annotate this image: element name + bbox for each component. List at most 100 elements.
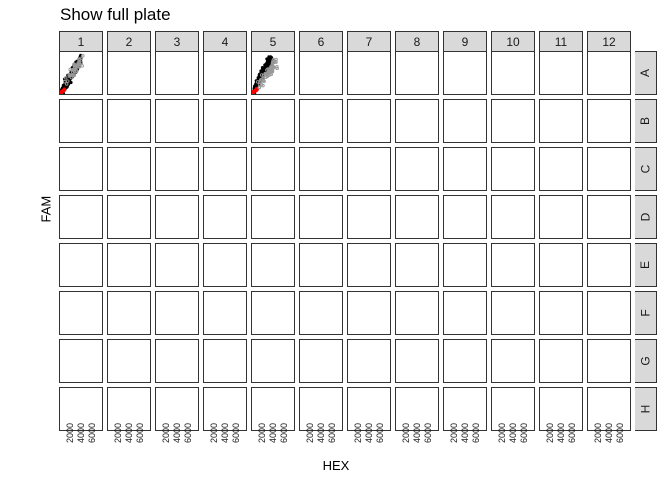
well-panel-A9[interactable] [443,51,487,95]
well-B7[interactable] [347,99,391,143]
well-panel-D5[interactable] [251,195,295,239]
well-C1[interactable] [59,147,103,191]
well-C2[interactable] [107,147,151,191]
well-F3[interactable] [155,291,199,335]
well-panel-E8[interactable] [395,243,439,287]
well-H4[interactable] [203,387,247,431]
well-A2[interactable] [107,51,151,95]
well-panel-D7[interactable] [347,195,391,239]
well-F9[interactable] [443,291,487,335]
well-panel-E7[interactable] [347,243,391,287]
well-panel-F6[interactable] [299,291,343,335]
well-panel-H3[interactable] [155,387,199,431]
well-panel-A10[interactable] [491,51,535,95]
well-G12[interactable] [587,339,631,383]
well-E5[interactable] [251,243,295,287]
well-E2[interactable] [107,243,151,287]
well-A8[interactable] [395,51,439,95]
well-H2[interactable] [107,387,151,431]
well-E8[interactable] [395,243,439,287]
well-panel-D12[interactable] [587,195,631,239]
well-B3[interactable] [155,99,199,143]
well-F6[interactable] [299,291,343,335]
well-panel-F10[interactable] [491,291,535,335]
well-panel-E4[interactable] [203,243,247,287]
well-panel-H7[interactable] [347,387,391,431]
well-A6[interactable] [299,51,343,95]
well-B4[interactable] [203,99,247,143]
well-G1[interactable] [59,339,103,383]
well-panel-A6[interactable] [299,51,343,95]
well-panel-D1[interactable] [59,195,103,239]
well-E6[interactable] [299,243,343,287]
well-D8[interactable] [395,195,439,239]
well-A12[interactable] [587,51,631,95]
well-G3[interactable] [155,339,199,383]
well-G8[interactable] [395,339,439,383]
well-G2[interactable] [107,339,151,383]
well-panel-G10[interactable] [491,339,535,383]
well-panel-G9[interactable] [443,339,487,383]
well-panel-F5[interactable] [251,291,295,335]
well-panel-E12[interactable] [587,243,631,287]
well-B8[interactable] [395,99,439,143]
well-panel-G2[interactable] [107,339,151,383]
well-F5[interactable] [251,291,295,335]
well-F4[interactable] [203,291,247,335]
well-D2[interactable] [107,195,151,239]
well-E7[interactable] [347,243,391,287]
well-panel-D9[interactable] [443,195,487,239]
well-panel-C9[interactable] [443,147,487,191]
well-panel-G11[interactable] [539,339,583,383]
well-A9[interactable] [443,51,487,95]
well-D6[interactable] [299,195,343,239]
well-H9[interactable] [443,387,487,431]
well-G9[interactable] [443,339,487,383]
well-A3[interactable] [155,51,199,95]
well-panel-A11[interactable] [539,51,583,95]
well-E3[interactable] [155,243,199,287]
well-panel-H4[interactable] [203,387,247,431]
well-A10[interactable] [491,51,535,95]
well-panel-B8[interactable] [395,99,439,143]
well-panel-B2[interactable] [107,99,151,143]
well-H5[interactable] [251,387,295,431]
well-panel-B5[interactable] [251,99,295,143]
well-panel-E6[interactable] [299,243,343,287]
well-panel-E3[interactable] [155,243,199,287]
well-panel-E2[interactable] [107,243,151,287]
well-E11[interactable] [539,243,583,287]
well-panel-F12[interactable] [587,291,631,335]
well-panel-F11[interactable] [539,291,583,335]
well-panel-D6[interactable] [299,195,343,239]
well-panel-B6[interactable] [299,99,343,143]
well-panel-E9[interactable] [443,243,487,287]
well-panel-D3[interactable] [155,195,199,239]
well-panel-F4[interactable] [203,291,247,335]
well-panel-H12[interactable] [587,387,631,431]
well-panel-H5[interactable] [251,387,295,431]
well-G10[interactable] [491,339,535,383]
well-D3[interactable] [155,195,199,239]
well-A4[interactable] [203,51,247,95]
well-panel-C8[interactable] [395,147,439,191]
well-panel-B9[interactable] [443,99,487,143]
well-F11[interactable] [539,291,583,335]
well-A1[interactable] [59,51,103,95]
well-D10[interactable] [491,195,535,239]
well-F2[interactable] [107,291,151,335]
well-panel-C12[interactable] [587,147,631,191]
well-panel-D4[interactable] [203,195,247,239]
well-H6[interactable] [299,387,343,431]
well-panel-C6[interactable] [299,147,343,191]
well-B2[interactable] [107,99,151,143]
well-H11[interactable] [539,387,583,431]
well-panel-B12[interactable] [587,99,631,143]
well-panel-A8[interactable] [395,51,439,95]
well-C12[interactable] [587,147,631,191]
well-panel-B7[interactable] [347,99,391,143]
well-E12[interactable] [587,243,631,287]
well-panel-G4[interactable] [203,339,247,383]
well-panel-H2[interactable] [107,387,151,431]
well-panel-D11[interactable] [539,195,583,239]
